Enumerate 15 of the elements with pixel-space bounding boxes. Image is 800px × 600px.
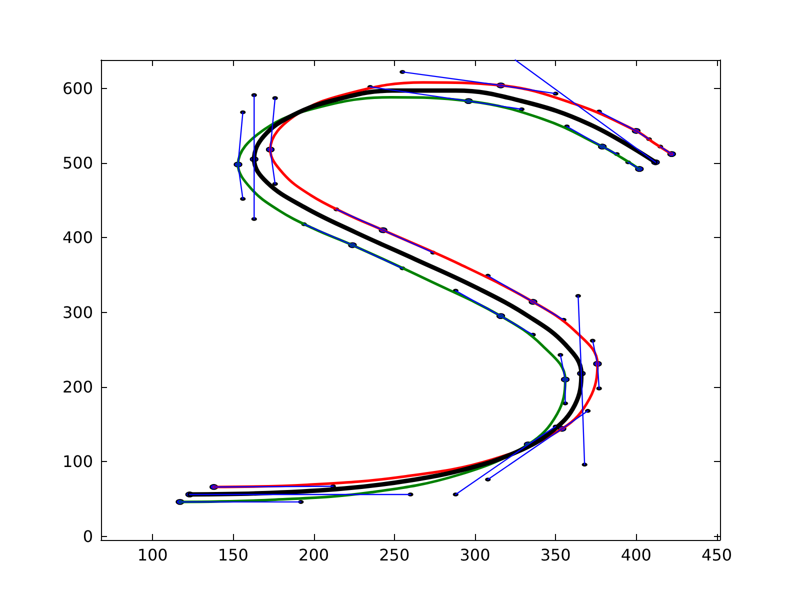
x-tick-label: 400 [620, 546, 652, 564]
y-tick-label: 600 [62, 78, 93, 98]
x-tick-label: 300 [460, 546, 490, 564]
x-tick-label: 150 [218, 546, 248, 564]
y-tick-label: 400 [62, 228, 93, 248]
x-tick-label: 200 [298, 546, 330, 564]
y-tick-label: 300 [62, 302, 93, 322]
y-tick-label: 200 [62, 377, 93, 396]
x-tick-label: 350 [540, 546, 571, 564]
y-tick-label: 100 [62, 452, 93, 472]
y-tick-label: 500 [62, 154, 93, 173]
x-tick-label: 250 [379, 546, 410, 564]
x-tick-label: 100 [137, 546, 168, 564]
x-tick-label: 450 [702, 546, 732, 564]
y-tick-label: 0 [82, 526, 93, 546]
